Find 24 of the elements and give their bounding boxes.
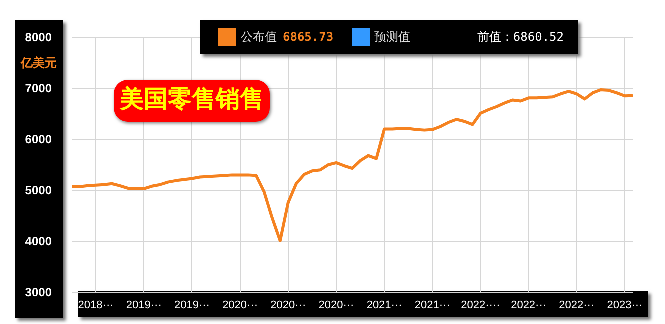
y-tick-label: 8000: [25, 30, 52, 44]
legend-label: 公布值: [241, 28, 277, 46]
y-tick-label: 7000: [25, 81, 52, 96]
x-tick-label: 2022····: [461, 300, 500, 312]
legend-label: 预测值: [374, 28, 411, 46]
x-tick-label: 2023···: [607, 300, 643, 312]
y-tick-label: 4000: [25, 234, 52, 248]
annotation: 前值：6860.52: [477, 28, 564, 46]
x-tick-label: 2019···: [126, 300, 162, 312]
text: 美国零售销售: [119, 85, 264, 114]
annotation: 6865.73: [283, 30, 334, 44]
x-tick-label: 2019···: [174, 300, 210, 312]
x-tick-label: 2022···: [511, 300, 547, 312]
y-axis-title: 亿美元: [20, 56, 57, 70]
x-tick-label: 2020···: [270, 300, 306, 312]
x-tick-label: 2020···: [318, 300, 354, 312]
y-tick-label: 3000: [25, 285, 52, 300]
x-tick-label: 2020···: [222, 300, 258, 312]
y-tick-label: 6000: [25, 132, 52, 146]
x-tick-label: 2022···: [559, 300, 595, 312]
x-tick-label: 2018···: [78, 300, 114, 312]
x-tick-label: 2021···: [414, 300, 450, 312]
y-tick-label: 5000: [25, 183, 52, 198]
x-tick-label: 2021···: [366, 300, 402, 312]
